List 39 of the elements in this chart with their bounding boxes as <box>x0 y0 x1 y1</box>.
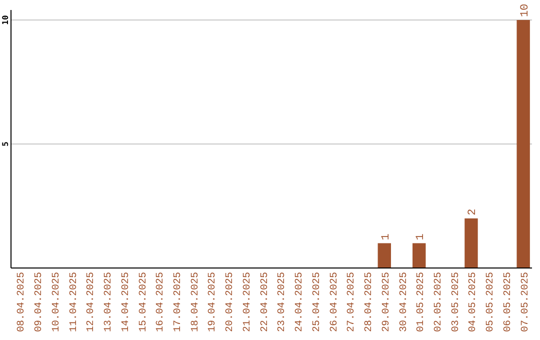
data-label: 10 <box>519 4 532 17</box>
x-tick-label: 27.04.2025 <box>346 272 358 332</box>
bar <box>412 243 426 268</box>
x-tick-label: 09.04.2025 <box>34 272 46 332</box>
bar <box>378 243 391 268</box>
x-tick-label: 02.05.2025 <box>433 272 444 332</box>
x-tick-label: 01.05.2025 <box>416 272 428 332</box>
x-tick-label: 04.05.2025 <box>468 272 480 332</box>
x-tick-label: 21.04.2025 <box>242 272 254 332</box>
x-tick-label: 13.04.2025 <box>104 272 115 332</box>
x-tick-label: 28.04.2025 <box>364 272 376 332</box>
x-tick-label: 26.04.2025 <box>329 272 340 332</box>
data-label: 2 <box>467 208 480 216</box>
x-tick-label: 14.04.2025 <box>120 272 132 332</box>
x-tick-label: 10.04.2025 <box>51 272 62 332</box>
x-tick-label: 05.05.2025 <box>486 272 497 332</box>
data-label: 1 <box>415 233 428 240</box>
bar <box>516 20 530 268</box>
x-tick-label: 17.04.2025 <box>172 272 184 332</box>
x-tick-label: 19.04.2025 <box>208 272 219 332</box>
x-tick-label: 22.04.2025 <box>260 272 271 332</box>
x-tick-label: 16.04.2025 <box>156 272 167 332</box>
x-tick-label: 25.04.2025 <box>312 272 323 332</box>
x-tick-label: 23.04.2025 <box>277 272 288 332</box>
x-tick-label: 18.04.2025 <box>190 272 202 332</box>
x-tick-label: 08.04.2025 <box>16 272 28 332</box>
x-tick-label: 07.05.2025 <box>520 272 532 332</box>
x-tick-label: 12.04.2025 <box>86 272 98 332</box>
x-tick-label: 30.04.2025 <box>398 272 410 332</box>
x-tick-label: 11.04.2025 <box>68 272 80 332</box>
x-tick-label: 03.05.2025 <box>450 272 462 332</box>
y-tick-label: 5 <box>1 141 10 146</box>
x-tick-label: 20.04.2025 <box>225 272 236 332</box>
x-tick-label: 29.04.2025 <box>381 272 392 332</box>
x-tick-label: 15.04.2025 <box>138 272 150 332</box>
x-tick-label: 24.04.2025 <box>294 272 306 332</box>
x-tick-label: 06.05.2025 <box>502 272 514 332</box>
data-label: 1 <box>380 233 392 240</box>
bar <box>464 218 478 268</box>
